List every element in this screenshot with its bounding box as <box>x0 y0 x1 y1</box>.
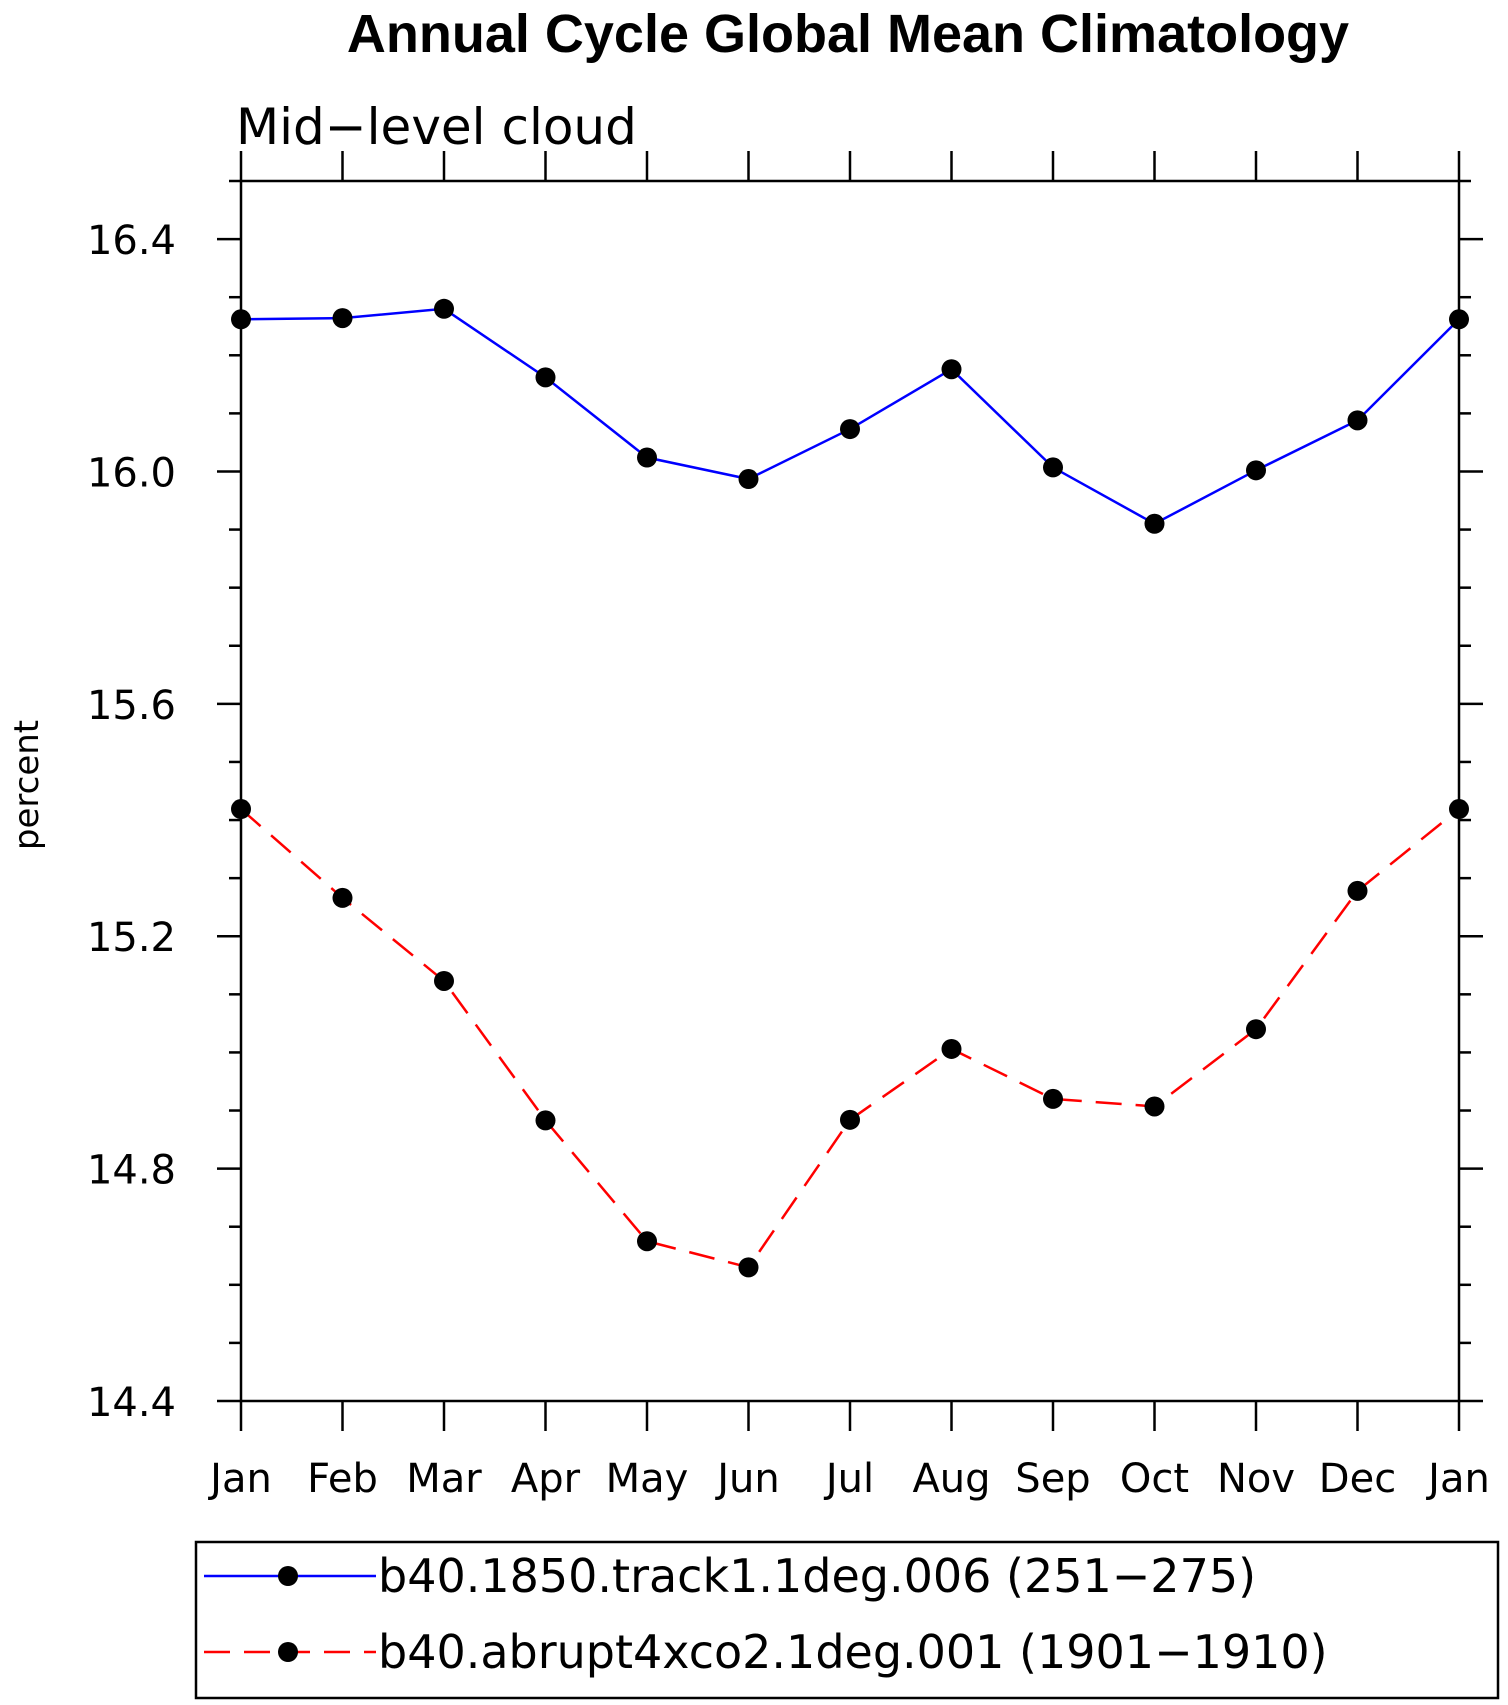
plot-frame <box>239 179 1461 1403</box>
y-tick-label: 14.4 <box>87 1380 176 1426</box>
data-point <box>738 1257 759 1278</box>
data-point <box>1043 1088 1063 1109</box>
x-tick-label: Mar <box>406 1456 482 1502</box>
data-point <box>1246 460 1266 481</box>
y-axis-label: percent <box>7 720 47 850</box>
data-point <box>332 308 353 329</box>
x-tick-label: Apr <box>511 1456 581 1502</box>
x-tick-label: Sep <box>1015 1456 1090 1502</box>
legend-box <box>194 1540 1500 1700</box>
legend-entry: b40.1850.track1.1deg.006 (251−275) <box>204 1549 1256 1603</box>
data-point <box>434 298 454 319</box>
legend-marker <box>278 1566 298 1586</box>
series-2 <box>231 799 1469 1278</box>
data-point <box>1043 457 1063 478</box>
y-tick-label: 15.2 <box>87 915 176 961</box>
data-point <box>1347 410 1368 431</box>
x-tick-label: Aug <box>912 1456 990 1502</box>
y-tick-label: 16.4 <box>87 218 176 264</box>
legend-label: b40.abrupt4xco2.1deg.001 (1901−1910) <box>378 1625 1328 1679</box>
legend: b40.1850.track1.1deg.006 (251−275) b40.ab… <box>194 1540 1500 1700</box>
series-line <box>240 808 1460 1269</box>
legend-label: b40.1850.track1.1deg.006 (251−275) <box>378 1549 1256 1603</box>
data-point <box>637 447 657 468</box>
data-point <box>535 1110 556 1131</box>
series-layer <box>231 298 1469 1278</box>
series-1 <box>231 298 1469 534</box>
data-point <box>840 419 860 440</box>
x-tick-label: May <box>606 1456 689 1502</box>
axis-tick-labels: Jan Feb Mar Apr May Jun Jul Aug Sep Oct Nov Dec Jan 1… <box>87 218 1490 1502</box>
series-line <box>240 307 1460 526</box>
chart-subtitle: Mid−level cloud <box>236 98 637 156</box>
x-tick-label: Feb <box>307 1456 378 1502</box>
legend-marker <box>278 1642 298 1662</box>
data-point <box>1246 1019 1266 1040</box>
data-point <box>434 970 454 991</box>
data-point <box>637 1231 657 1252</box>
data-point <box>941 359 962 380</box>
x-tick-label: Jan <box>207 1456 272 1502</box>
data-point <box>840 1109 860 1130</box>
x-tick-label: Jul <box>823 1456 874 1502</box>
y-tick-label: 16.0 <box>87 450 176 496</box>
axis-ticks <box>217 151 1483 1431</box>
data-point <box>941 1038 962 1059</box>
x-tick-label: Oct <box>1120 1456 1189 1502</box>
x-tick-label: Dec <box>1319 1456 1396 1502</box>
x-tick-label: Jan <box>1425 1456 1490 1502</box>
chart-title: Annual Cycle Global Mean Climatology <box>347 4 1349 64</box>
data-point <box>1347 880 1368 901</box>
legend-entry: b40.abrupt4xco2.1deg.001 (1901−1910) <box>204 1625 1328 1679</box>
data-point <box>535 367 556 388</box>
y-tick-label: 14.8 <box>87 1148 176 1194</box>
x-tick-label: Jun <box>714 1456 780 1502</box>
data-point <box>332 887 353 908</box>
data-point <box>1144 513 1165 534</box>
y-tick-label: 15.6 <box>87 683 176 729</box>
data-point <box>738 469 759 490</box>
x-tick-label: Nov <box>1217 1456 1295 1502</box>
data-point <box>1144 1096 1165 1117</box>
